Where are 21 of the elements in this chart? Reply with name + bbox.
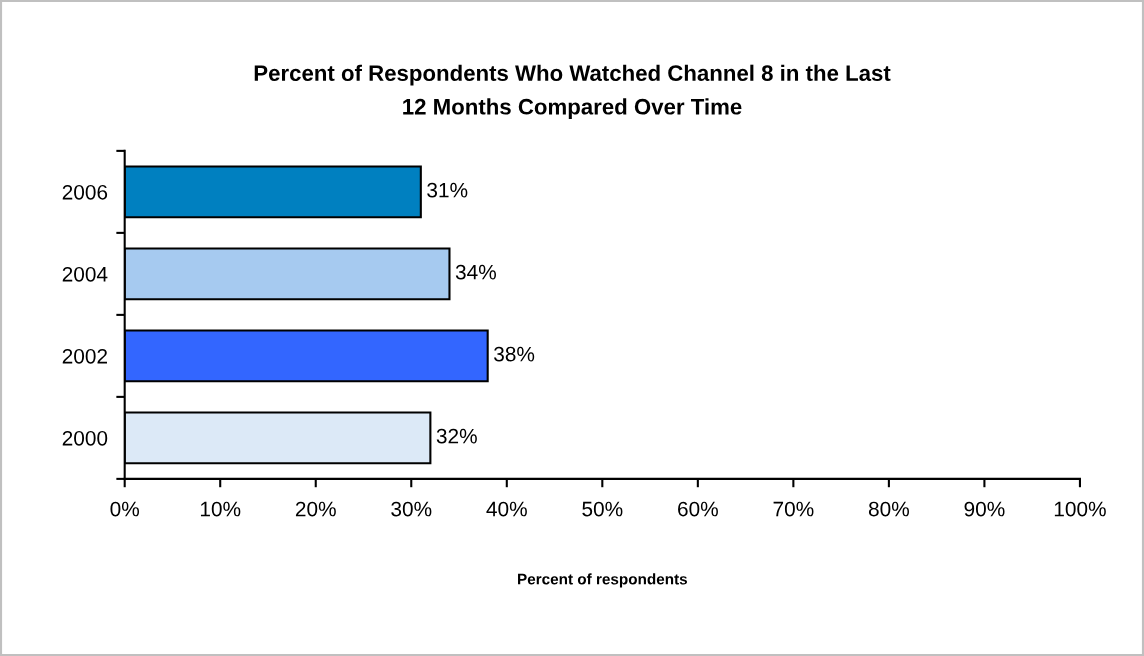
x-tick-label: 90% xyxy=(964,501,1005,517)
y-tick-label: 2000 xyxy=(62,430,108,446)
y-tick-label: 2002 xyxy=(62,348,107,364)
chart-title: Percent of Respondents Who Watched Channel 8 in the Last 12 Months Compared Over Time xyxy=(254,64,891,119)
x-tick-label: 80% xyxy=(868,501,909,517)
x-axis-title: Percent of respondents xyxy=(518,573,688,588)
x-tick-label: 10% xyxy=(200,501,241,517)
x-tick-label: 70% xyxy=(773,501,814,517)
x-tick-label: 0% xyxy=(110,501,140,517)
data-label: 34% xyxy=(455,264,496,280)
x-tick-label: 30% xyxy=(391,501,432,517)
data-label: 31% xyxy=(427,182,468,198)
x-tick-label: 100% xyxy=(1054,501,1106,517)
x-tick-label: 40% xyxy=(486,501,527,517)
y-tick-label: 2006 xyxy=(62,184,108,200)
x-tick-label: 50% xyxy=(582,501,623,517)
data-label: 38% xyxy=(494,346,535,362)
x-tick-label: 20% xyxy=(295,501,336,517)
x-tick-label: 60% xyxy=(678,501,718,517)
data-label: 32% xyxy=(436,428,477,444)
y-tick-label: 2004 xyxy=(62,266,108,282)
